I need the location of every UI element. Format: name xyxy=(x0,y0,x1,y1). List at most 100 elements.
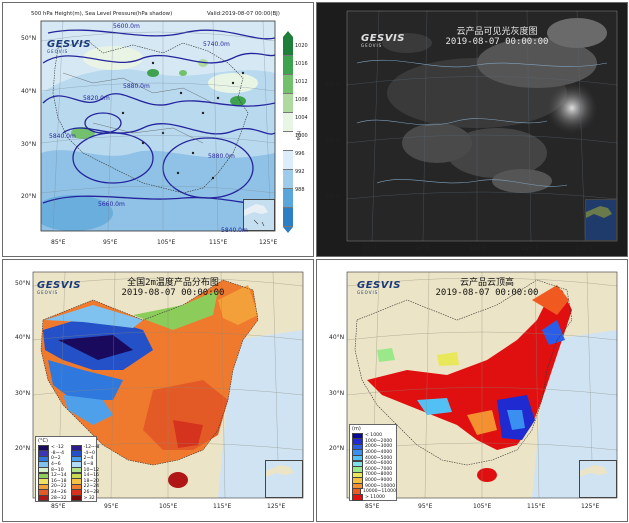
visible-grayscale-map xyxy=(317,3,627,256)
height-pressure-map xyxy=(40,20,276,232)
legend-label: < 1000 xyxy=(365,433,383,439)
legend-label: 2000~3000 xyxy=(365,444,393,450)
legend-label: 3000~4000 xyxy=(365,450,393,456)
lon-label: 115°E xyxy=(527,503,546,510)
colorbar-label: 1016 xyxy=(295,61,308,67)
contour-label: 5880.0m xyxy=(208,153,235,160)
legend-label: 6~8 xyxy=(83,462,94,468)
lon-label: 115°E xyxy=(521,245,540,252)
contour-label: 5740.0m xyxy=(203,41,230,48)
legend-label: > 32 xyxy=(83,495,95,501)
lon-label: 85°E xyxy=(51,503,66,510)
contour-label: 5660.0m xyxy=(98,201,125,208)
lon-label: 95°E xyxy=(103,239,118,246)
map-subtitle: 2019-08-07 00:00:00 xyxy=(445,37,549,47)
gesvis-logo: GESVIS GEOVIS xyxy=(47,39,91,54)
map-subtitle: 2019-08-07 00:00:00 xyxy=(121,288,225,298)
colorbar-label: 1000 xyxy=(295,133,308,139)
legend-label: > 11000 xyxy=(365,494,385,500)
lon-label: 125°E xyxy=(581,503,600,510)
gesvis-logo: GESVIS GEOVIS xyxy=(361,33,405,48)
legend-label: 2~4 xyxy=(83,456,94,462)
colorbar-segment xyxy=(283,75,293,94)
lat-label: 50°N xyxy=(21,35,37,42)
colorbar-label: 1020 xyxy=(295,43,308,49)
lon-label: 115°E xyxy=(209,239,228,246)
south-china-sea-inset xyxy=(243,199,275,231)
contour-label: 5820.0m xyxy=(83,95,110,102)
legend-item: > 32 xyxy=(69,494,100,502)
lon-label: 105°E xyxy=(473,503,492,510)
colorbar-unit: hPa xyxy=(295,131,301,141)
colorbar-segment xyxy=(283,56,293,75)
south-china-sea-inset xyxy=(265,460,303,498)
lat-label: 40°N xyxy=(15,334,31,341)
colorbar-segment xyxy=(283,113,293,132)
lon-label: 95°E xyxy=(415,245,430,252)
panel-2m-temperature-map: GESVIS GEOVIS 全国2m温度产品分布图 2019-08-07 00:0… xyxy=(2,259,314,522)
lat-label: 40°N xyxy=(329,334,345,341)
lon-label: 115°E xyxy=(213,503,232,510)
lat-label: 30°N xyxy=(329,390,345,397)
legend-label: 28~32 xyxy=(51,495,67,501)
tl-header-left: 500 hPa Height(m), Sea Level Pressure(hP… xyxy=(31,11,173,17)
colorbar-label: 1012 xyxy=(295,79,308,85)
legend-label: 20~22 xyxy=(51,484,67,490)
lon-label: 125°E xyxy=(267,503,286,510)
legend-label: 18~20 xyxy=(83,478,100,484)
lon-label: 95°E xyxy=(104,503,119,510)
lat-label: 30°N xyxy=(21,141,37,148)
map-subtitle: 2019-08-07 00:00:00 xyxy=(435,288,539,298)
cloud-top-height-legend: (m) < 1000 1000~2000 2000~3000 3000~4000 400… xyxy=(349,424,397,502)
legend-label: < -12 xyxy=(51,445,64,451)
legend-label: 26~28 xyxy=(83,490,100,496)
lon-label: 105°E xyxy=(157,239,176,246)
lat-label: 20°N xyxy=(21,193,37,200)
lon-label: 105°E xyxy=(159,503,178,510)
gesvis-logo: GESVIS GEOVIS xyxy=(37,280,81,295)
lat-label: 30°N xyxy=(15,390,31,397)
lon-label: 105°E xyxy=(469,245,488,252)
lon-label: 85°E xyxy=(365,503,380,510)
panel-cloud-top-height-map: GESVIS GEOVIS 云产品云顶高 2019-08-07 00:00:00 … xyxy=(316,259,628,522)
gesvis-logo: GESVIS GEOVIS xyxy=(357,280,401,295)
legend-label: 22~24 xyxy=(83,484,100,490)
lat-label: 30°N xyxy=(325,137,341,144)
legend-label: 16~18 xyxy=(51,478,67,484)
map-title: 云产品云顶高 xyxy=(459,278,514,288)
legend-label: 9000~10000 xyxy=(365,483,396,489)
legend-swatch xyxy=(352,494,363,501)
south-china-sea-inset xyxy=(585,199,617,241)
legend-label: 12~14 xyxy=(51,473,67,479)
south-china-sea-inset xyxy=(579,460,617,498)
colorbar-label: 996 xyxy=(295,151,305,157)
colorbar-segment xyxy=(283,37,293,56)
legend-label: 0~2 xyxy=(51,456,61,462)
lat-label: 50°N xyxy=(15,280,31,287)
lon-label: 125°E xyxy=(575,245,594,252)
legend-label: 1000~2000 xyxy=(365,438,393,444)
legend-title: (m) xyxy=(352,426,361,432)
lon-label: 85°E xyxy=(363,245,378,252)
colorbar-segment xyxy=(283,132,293,151)
temperature-legend: (°C) < -12 -12~-8 -8~-4 -4~0 0~2 2~4 4~6 6~8 8~1… xyxy=(35,436,100,502)
legend-swatch xyxy=(38,494,49,502)
legend-item: 28~32 xyxy=(36,494,67,502)
panel-500hpa-height-map: 500 hPa Height(m), Sea Level Pressure(hP… xyxy=(2,2,314,257)
colorbar-segment xyxy=(283,189,293,208)
legend-swatch xyxy=(70,494,82,502)
legend-label: 10~12 xyxy=(83,467,100,473)
legend-label: 24~26 xyxy=(51,490,67,496)
contour-label: 5880.0m xyxy=(123,83,150,90)
pressure-colorbar xyxy=(283,31,293,233)
lat-label: 20°N xyxy=(325,193,341,200)
map-title: 云产品可见光灰度图 xyxy=(456,27,538,37)
legend-label: 10000~11000 xyxy=(362,489,396,495)
lat-label: 40°N xyxy=(21,88,37,95)
lat-label: 20°N xyxy=(329,445,345,452)
legend-label: 6000~7000 xyxy=(365,466,393,472)
contour-label: 5600.0m xyxy=(113,23,140,30)
contour-label: 5840.0m xyxy=(49,133,76,140)
legend-label: 5000~6000 xyxy=(365,461,393,467)
lat-label: 40°N xyxy=(325,81,341,88)
